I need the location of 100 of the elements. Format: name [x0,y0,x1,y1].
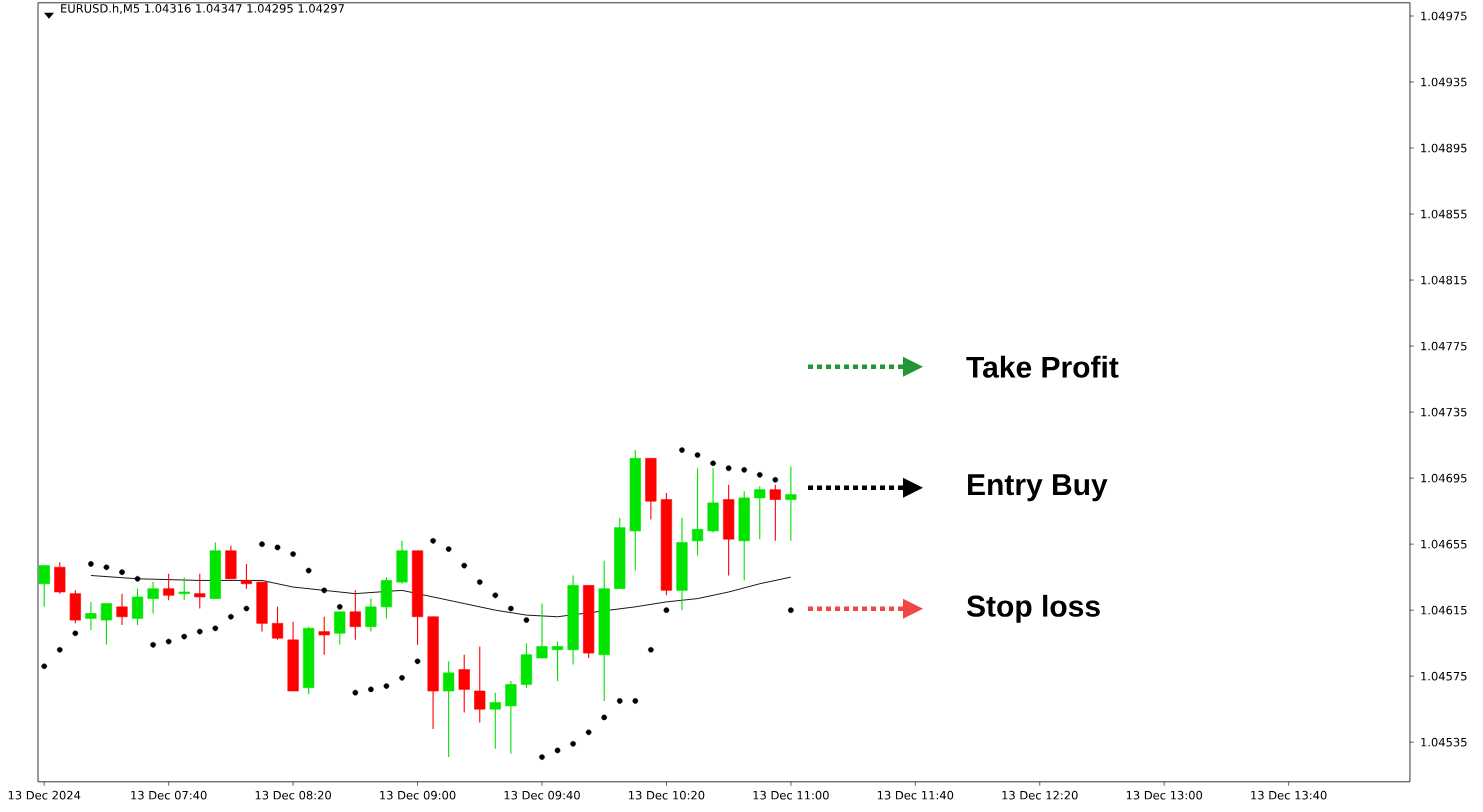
point [228,614,234,620]
point [72,630,79,637]
point [430,538,436,544]
point [150,642,156,648]
point [134,576,141,582]
y-tick-label: 1.04695 [1421,473,1467,483]
candlestick [334,611,346,646]
candlestick [443,660,455,758]
y-tick-label: 1.04975 [1421,11,1467,21]
point [539,754,545,760]
point [694,452,701,458]
annotation: Stop loss [966,594,1100,623]
point [212,625,219,632]
y-tick-label: 1.04615 [1421,605,1467,615]
point [336,604,343,610]
point [725,465,732,472]
x-tick-label: 13 Dec 10:20 [629,790,705,800]
x-tick-label: 13 Dec 13:40 [1251,790,1327,800]
candlestick [271,606,284,641]
point [383,683,390,689]
candlestick [474,646,486,724]
point [414,658,421,665]
y-tick-label: 1.04855 [1421,209,1467,219]
candlestick [100,603,113,646]
y-tick-label: 1.04775 [1421,341,1467,351]
candlestick [163,573,175,601]
point [56,647,63,653]
x-tick-label: 13 Dec 13:00 [1126,790,1203,800]
point [616,698,623,704]
candlestick [147,581,159,615]
candlestick [754,485,766,540]
candlestick [551,641,564,682]
point [368,686,374,693]
candlestick [131,588,144,626]
candlestick [85,601,97,631]
annotation: Entry Buy [968,474,1108,502]
point [756,472,763,478]
point [103,564,110,571]
point [181,633,188,640]
candlestick [178,576,190,601]
point [632,698,639,704]
candlestick [489,692,501,750]
point [243,605,250,612]
point [321,587,328,594]
point [788,607,794,614]
candlestick [194,573,206,610]
point [165,638,172,645]
candlestick [785,466,797,542]
point [119,569,125,576]
y-tick-label: 1.04575 [1421,671,1467,681]
x-tick-label: 13 Dec 07:40 [131,790,207,800]
y-tick-label: 1.04895 [1421,143,1467,153]
point [663,607,670,614]
point [445,546,452,552]
point [41,663,48,670]
y-tick-label: 1.04935 [1421,77,1467,87]
point [305,567,312,574]
x-tick-label: 13 Dec 08:20 [255,790,331,800]
point [741,467,747,473]
point [461,562,468,569]
candlestick [505,680,517,755]
candlestick [240,563,253,590]
point [274,544,281,551]
point [259,541,265,548]
point [476,579,483,585]
candlestick [318,616,330,656]
point [679,447,685,453]
candlestick [38,565,50,608]
point [601,714,608,721]
point [88,561,94,567]
candlestick [769,484,781,542]
x-tick-label: 13 Dec 11:40 [877,790,954,800]
y-tick-label: 1.04815 [1421,275,1467,285]
x-tick-label: 13 Dec 09:00 [380,790,456,800]
annotation: Take Profit [966,355,1119,378]
chart-title: EURUSD.h,M5 1.04316 1.04347 1.04295 1.04297 [61,3,344,14]
y-tick-label: 1.04535 [1421,737,1467,747]
x-tick-label: 13 Dec 11:00 [753,790,829,800]
y-tick-label: 1.04655 [1421,539,1467,549]
point [492,592,499,599]
candlestick [116,593,128,626]
point [554,747,561,754]
point [196,628,203,635]
point [352,689,359,696]
candlestick [349,589,361,641]
candlestick [536,603,548,659]
point [570,741,576,747]
candlestick [365,598,377,633]
point [399,675,405,681]
point [710,460,716,467]
point [523,617,530,623]
x-tick-label: 13 Dec 2024 [8,790,81,800]
y-tick-label: 1.04735 [1421,407,1467,417]
x-tick-label: 13 Dec 12:20 [1002,790,1078,800]
point [290,551,296,557]
point [648,647,654,653]
candlestick [691,467,704,557]
point [508,605,514,612]
candlestick [458,654,470,714]
point [772,477,779,483]
